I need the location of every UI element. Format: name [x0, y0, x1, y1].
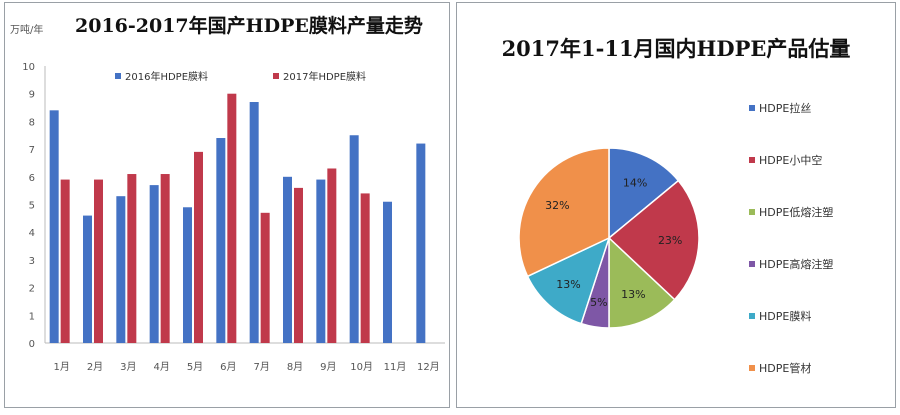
x-tick-label: 7月	[253, 361, 269, 373]
x-tick-label: 8月	[287, 361, 303, 373]
pie-slice-3	[608, 236, 676, 329]
bar-2017-9	[327, 168, 337, 343]
pie-legend-label: HDPE高熔注塑	[759, 257, 833, 271]
x-tick-label: 12月	[417, 361, 440, 373]
pie-slice-label: 14%	[623, 177, 647, 190]
pie-slice-label: 13%	[556, 278, 580, 291]
bar-2016-6	[216, 138, 226, 343]
pie-legend-label: HDPE低熔注塑	[759, 205, 833, 219]
pie-chart: 14% 23% 13% 5% 13% 32% HDPE拉丝 HDPE小中空 HDPE低熔注塑 HD…	[518, 101, 833, 375]
bar-2017-1	[60, 179, 70, 343]
bar-2017-7	[260, 212, 270, 343]
bar-chart-panel: 2016-2017年国产HDPE膜料产量走势 万吨/年 0 1 2 3 4 5 6 7 8 9 10 1…	[4, 2, 450, 408]
pie-legend-label: HDPE膜料	[759, 309, 811, 323]
bar-chart-title: 2016-2017年国产HDPE膜料产量走势	[75, 15, 423, 37]
y-tick-label: 7	[29, 145, 35, 156]
y-tick-label: 3	[29, 256, 35, 267]
pie-legend-label: HDPE管材	[759, 361, 811, 375]
x-tick-label: 11月	[384, 361, 407, 373]
y-axis-label: 万吨/年	[10, 23, 43, 36]
pie-slice-6	[518, 147, 610, 278]
y-tick-label: 1	[29, 311, 35, 322]
x-tick-label: 6月	[220, 361, 236, 373]
bar-2017-4	[160, 174, 170, 343]
pie-legend-swatch	[749, 105, 755, 111]
pie-legend-label: HDPE拉丝	[759, 101, 811, 115]
pie-legend-swatch	[749, 313, 755, 319]
y-tick-label: 4	[29, 228, 35, 239]
bar-2016-5	[183, 207, 192, 343]
y-tick-label: 10	[22, 62, 35, 73]
bar-2016-4	[149, 185, 159, 343]
bar-2017-8	[294, 187, 303, 343]
bar-2016-10	[349, 135, 359, 343]
bar-2016-9	[316, 179, 326, 343]
pie-slice-2	[607, 179, 700, 301]
y-tick-label: 5	[29, 201, 35, 212]
x-tick-label: 5月	[187, 361, 203, 373]
pie-slice-5	[526, 236, 611, 325]
bar-2016-3	[116, 196, 126, 343]
bar-chart: 万吨/年 0 1 2 3 4 5 6 7 8 9 10 1月 2月 3月 4月 5月 6月 7月 8月 9月 10月 11月…	[10, 23, 445, 373]
bar-2016-7	[249, 102, 259, 343]
x-tick-label: 4月	[153, 361, 169, 373]
pie-chart-panel: 2017年1-11月国内HDPE产品估量 14% 23% 13% 5% 13% 32% HD…	[456, 2, 896, 408]
x-tick-label: 9月	[320, 361, 336, 373]
y-tick-label: 2	[29, 284, 35, 295]
legend-swatch	[115, 73, 121, 79]
bar-2017-10	[360, 193, 370, 343]
bar-2017-5	[194, 151, 203, 343]
pie-slice-label: 23%	[658, 234, 682, 247]
bar-2016-2	[83, 215, 92, 343]
y-tick-label: 6	[29, 173, 35, 184]
x-tick-label: 2月	[87, 361, 103, 373]
pie-slice-label: 32%	[545, 199, 569, 212]
bar-2016-1	[49, 110, 59, 343]
pie-legend-swatch	[749, 365, 755, 371]
pie-legend-swatch	[749, 157, 755, 163]
bar-2016-11	[383, 201, 392, 343]
x-tick-label: 3月	[120, 361, 136, 373]
pie-slice-1	[608, 147, 680, 240]
y-tick-label: 0	[29, 339, 35, 350]
legend-label: 2016年HDPE膜料	[125, 70, 208, 83]
pie-legend-label: HDPE小中空	[759, 153, 822, 167]
bar-2017-6	[227, 93, 237, 343]
y-tick-label: 8	[29, 117, 35, 128]
bar-2017-3	[127, 174, 137, 343]
pie-legend-swatch	[749, 209, 755, 215]
pie-chart-title: 2017年1-11月国内HDPE产品估量	[501, 36, 851, 61]
pie-slice-label: 5%	[590, 296, 607, 309]
x-tick-label: 1月	[53, 361, 69, 373]
bar-2016-12	[416, 143, 426, 343]
y-tick-label: 9	[29, 90, 35, 101]
legend-label: 2017年HDPE膜料	[283, 70, 366, 83]
pie-slice-label: 13%	[621, 288, 645, 301]
bar-2017-2	[94, 179, 103, 343]
bar-2016-8	[283, 176, 292, 343]
pie-legend-swatch	[749, 261, 755, 267]
x-tick-label: 10月	[350, 361, 373, 373]
legend-swatch	[273, 73, 279, 79]
